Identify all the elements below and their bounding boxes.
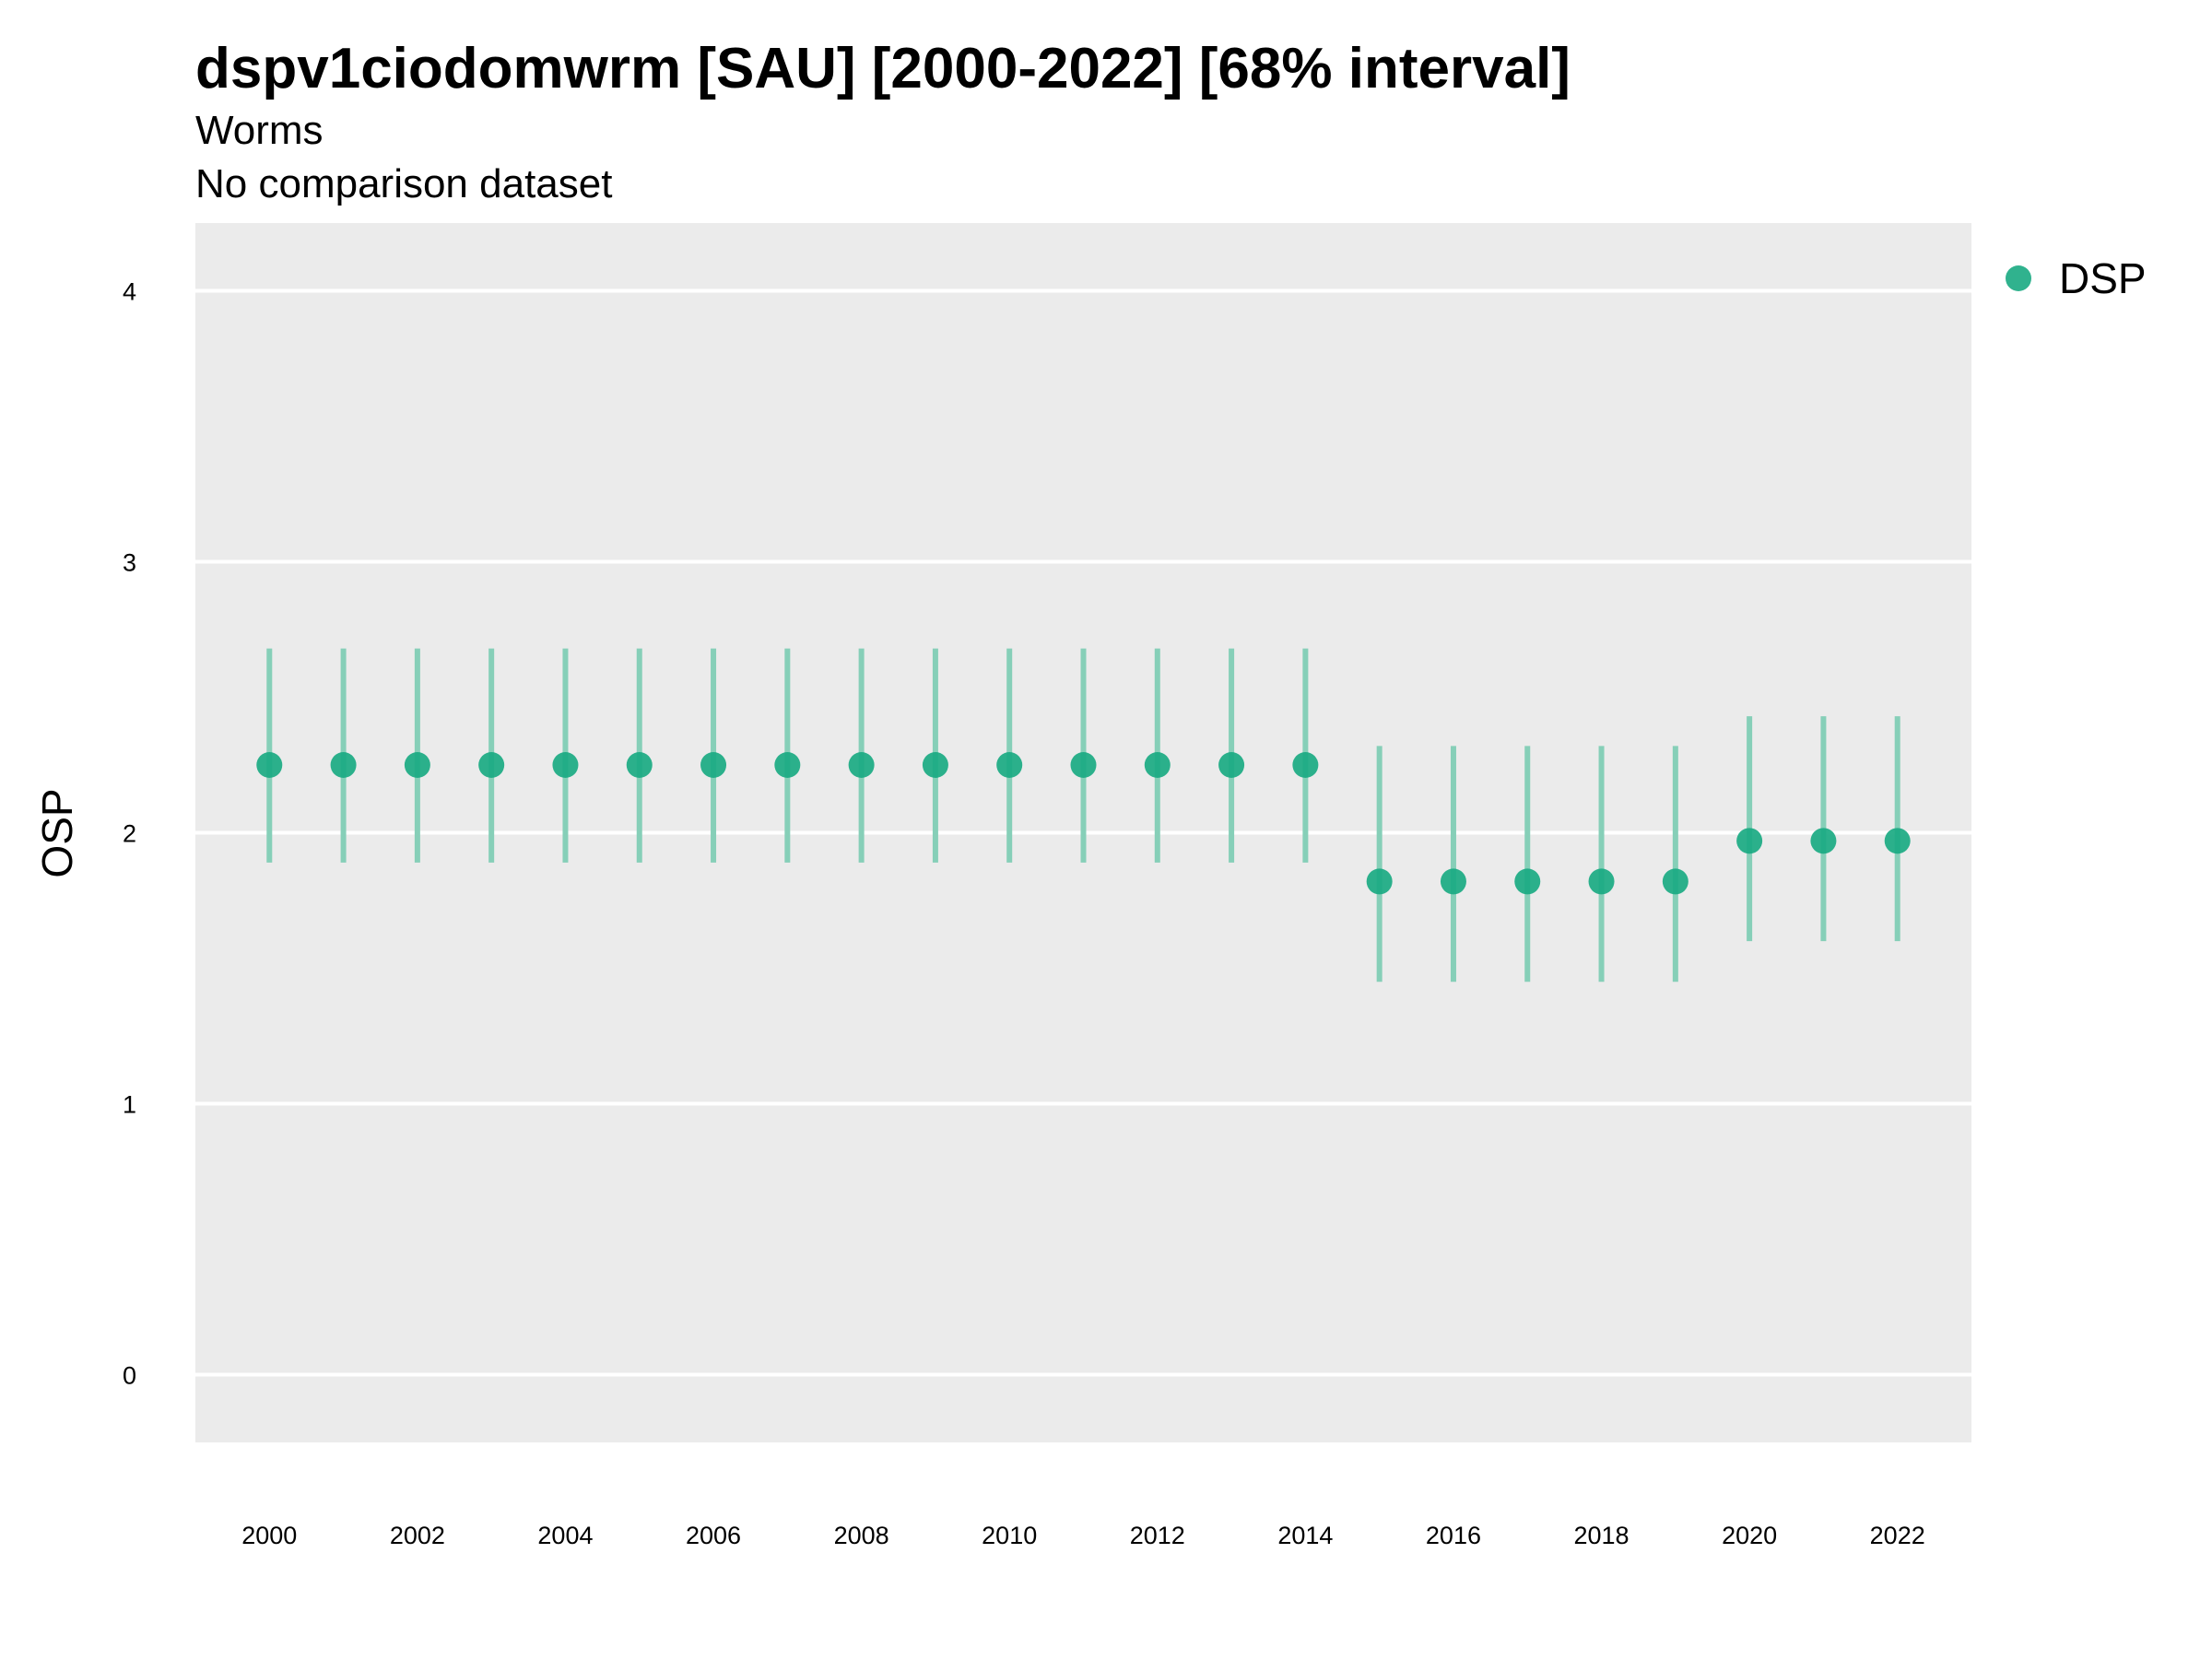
point-2018 [1588,868,1615,895]
y-axis-label: OSP [33,788,81,877]
x-tick-label: 2004 [537,1522,593,1549]
x-tick-label: 2006 [686,1522,741,1549]
x-axis-ticks: 2000 2002 2004 2006 2008 2010 2012 2014 2016 2018… [241,1522,1924,1549]
point-2003 [478,752,505,778]
y-tick-label: 0 [123,1362,136,1390]
y-tick-label: 3 [123,549,136,577]
y-tick-label: 1 [123,1091,136,1119]
chart-subtitle-line-1: Worms [195,108,324,153]
chart-title: dspv1ciodomwrm [SAU] [2000-2022] [68% in… [195,37,1571,100]
point-2017 [1514,868,1541,895]
point-2004 [552,752,579,778]
legend: DSP [2006,254,2147,302]
point-2012 [1144,752,1171,778]
point-2005 [626,752,653,778]
x-tick-label: 2012 [1130,1522,1185,1549]
x-tick-label: 2000 [241,1522,297,1549]
point-2006 [700,752,727,778]
y-axis-ticks: 0 1 2 3 4 [123,278,136,1390]
legend-key-dsp [2006,265,2031,291]
chart-subtitle-line-2: No comparison dataset [195,161,612,206]
x-tick-label: 2020 [1722,1522,1777,1549]
point-2015 [1366,868,1393,895]
x-tick-label: 2014 [1277,1522,1333,1549]
point-2000 [256,752,283,778]
x-tick-label: 2010 [982,1522,1037,1549]
point-2021 [1810,828,1837,854]
point-2022 [1884,828,1911,854]
point-2008 [848,752,875,778]
x-tick-label: 2008 [834,1522,889,1549]
point-2016 [1440,868,1466,895]
point-2002 [404,752,430,778]
point-2020 [1736,828,1763,854]
point-2011 [1070,752,1097,778]
x-tick-label: 2016 [1426,1522,1481,1549]
point-2001 [330,752,357,778]
x-tick-label: 2018 [1574,1522,1630,1549]
point-2010 [996,752,1023,778]
data-marks [256,648,1911,982]
x-tick-label: 2022 [1870,1522,1925,1549]
point-2014 [1292,752,1319,778]
x-tick-label: 2002 [390,1522,445,1549]
point-2019 [1662,868,1688,895]
y-tick-label: 2 [123,820,136,848]
y-tick-label: 4 [123,278,136,306]
point-2009 [922,752,948,778]
point-2007 [774,752,801,778]
legend-label-dsp: DSP [2059,254,2147,302]
point-2013 [1218,752,1245,778]
